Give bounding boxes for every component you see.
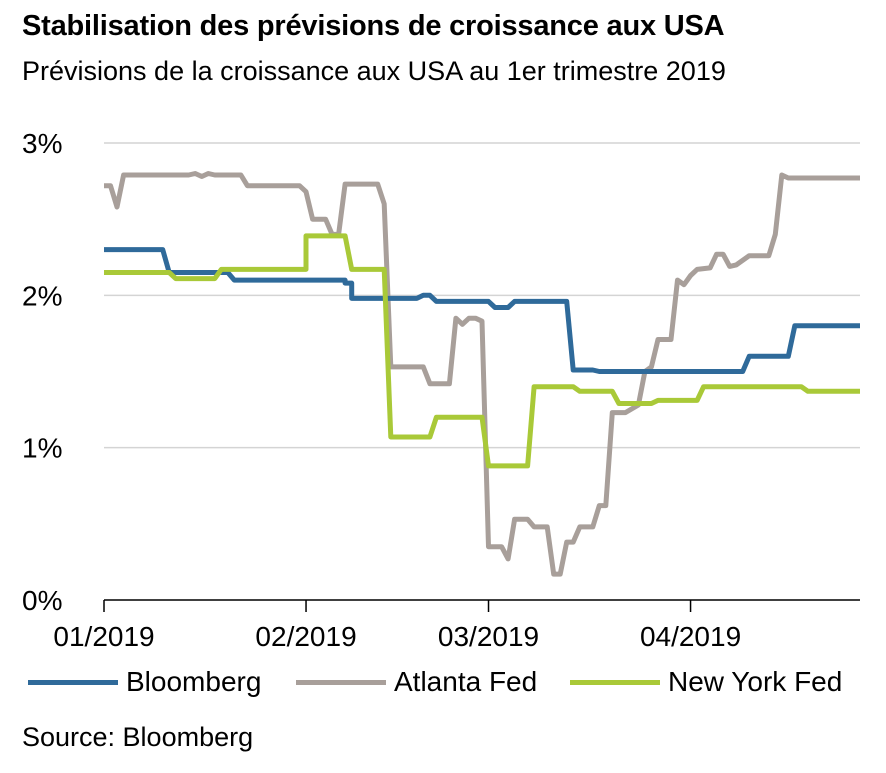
- chart-legend: Bloomberg Atlanta Fed New York Fed: [28, 664, 878, 700]
- legend-swatch-bloomberg: [28, 679, 118, 685]
- legend-label-bloomberg: Bloomberg: [126, 666, 262, 697]
- x-tick-label: 02/2019: [255, 621, 356, 652]
- x-tick-label: 04/2019: [640, 621, 741, 652]
- y-tick-label: 3%: [22, 128, 62, 159]
- y-tick-label: 0%: [22, 585, 62, 616]
- chart-title: Stabilisation des prévisions de croissan…: [22, 10, 725, 42]
- legend-item-new-york-fed: New York Fed: [570, 664, 842, 700]
- y-tick-label: 2%: [22, 280, 62, 311]
- legend-label-new-york-fed: New York Fed: [668, 666, 843, 697]
- x-tick-label: 03/2019: [438, 621, 539, 652]
- series-line-bloomberg: [104, 247, 860, 374]
- series-line-new-york-fed: [104, 233, 860, 469]
- legend-label-atlanta-fed: Atlanta Fed: [394, 666, 538, 697]
- chart-subtitle: Prévisions de la croissance aux USA au 1…: [22, 56, 726, 86]
- legend-item-bloomberg: Bloomberg: [28, 664, 261, 700]
- x-tick-label: 01/2019: [53, 621, 154, 652]
- legend-swatch-new-york-fed: [570, 679, 660, 685]
- source-note: Source: Bloomberg: [22, 722, 254, 752]
- series-line-atlanta-fed: [104, 171, 860, 577]
- legend-item-atlanta-fed: Atlanta Fed: [296, 664, 537, 700]
- legend-swatch-atlanta-fed: [296, 679, 386, 685]
- y-tick-label: 1%: [22, 433, 62, 464]
